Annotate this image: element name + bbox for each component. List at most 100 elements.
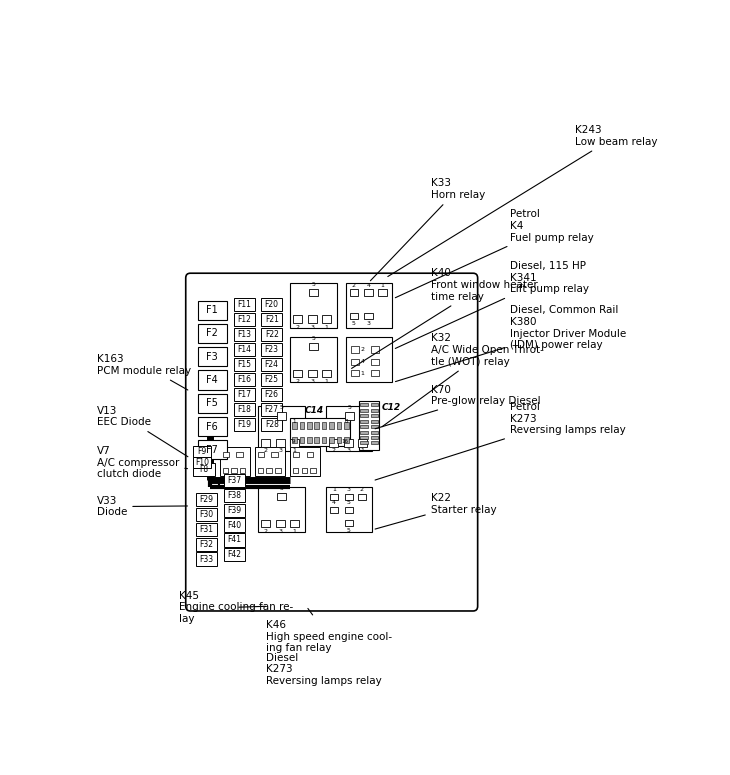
- Bar: [371, 425, 378, 428]
- Text: F14: F14: [237, 345, 252, 354]
- Text: F42: F42: [227, 550, 242, 560]
- Text: 1: 1: [293, 449, 296, 453]
- Text: K40
Front window heater
time relay: K40 Front window heater time relay: [352, 268, 537, 368]
- Bar: [261, 388, 283, 401]
- Bar: [364, 313, 373, 319]
- Bar: [361, 420, 368, 422]
- Bar: [350, 313, 358, 319]
- Text: F29: F29: [200, 495, 214, 504]
- Bar: [234, 418, 255, 431]
- Bar: [371, 420, 378, 422]
- Text: 1: 1: [292, 419, 296, 425]
- Text: 2: 2: [361, 347, 364, 352]
- Bar: [292, 422, 297, 429]
- Bar: [261, 519, 270, 527]
- Bar: [291, 283, 337, 328]
- Bar: [293, 370, 302, 377]
- Bar: [361, 436, 368, 439]
- Bar: [351, 359, 359, 365]
- Bar: [193, 457, 211, 468]
- Text: F22: F22: [265, 330, 279, 339]
- Bar: [372, 346, 379, 353]
- Bar: [361, 431, 368, 433]
- Bar: [234, 343, 255, 356]
- Text: F17: F17: [237, 390, 252, 399]
- Text: F7: F7: [207, 445, 218, 455]
- Text: K45
Engine cooling fan re-
lay: K45 Engine cooling fan re- lay: [179, 591, 293, 624]
- Text: 1: 1: [293, 529, 296, 534]
- Bar: [315, 436, 319, 443]
- Bar: [326, 487, 372, 532]
- Bar: [291, 447, 320, 476]
- Text: K243
Low beam relay: K243 Low beam relay: [388, 126, 658, 277]
- Text: Diesel
K273
Reversing lamps relay: Diesel K273 Reversing lamps relay: [266, 653, 381, 686]
- Text: 9: 9: [292, 439, 296, 445]
- Bar: [261, 328, 283, 341]
- Bar: [258, 453, 264, 457]
- Bar: [223, 549, 245, 561]
- Text: V13
EEC Diode: V13 EEC Diode: [97, 405, 188, 456]
- Text: 5: 5: [280, 405, 283, 410]
- Text: K22
Starter relay: K22 Starter relay: [375, 494, 496, 529]
- Bar: [277, 493, 286, 501]
- Bar: [193, 446, 211, 457]
- Bar: [234, 373, 255, 386]
- Bar: [344, 439, 353, 446]
- Bar: [196, 508, 218, 521]
- Bar: [299, 436, 304, 443]
- Bar: [198, 347, 227, 367]
- Bar: [223, 504, 245, 517]
- Text: 4: 4: [332, 500, 336, 505]
- Bar: [293, 453, 299, 457]
- Text: 2: 2: [331, 449, 336, 453]
- Bar: [361, 415, 368, 417]
- Bar: [223, 474, 245, 487]
- Bar: [345, 494, 353, 501]
- Text: F12: F12: [238, 315, 252, 324]
- Text: F21: F21: [265, 315, 279, 324]
- Bar: [261, 343, 283, 356]
- Text: F20: F20: [265, 301, 279, 309]
- Bar: [198, 301, 227, 320]
- Bar: [322, 422, 326, 429]
- Text: F1: F1: [207, 305, 218, 315]
- Bar: [261, 418, 283, 431]
- Bar: [276, 439, 285, 446]
- Text: F8: F8: [199, 465, 208, 474]
- Text: F27: F27: [265, 405, 279, 414]
- Text: K46
High speed engine cool-
ing fan relay: K46 High speed engine cool- ing fan rela…: [266, 608, 391, 653]
- Bar: [350, 290, 358, 296]
- Bar: [330, 494, 338, 501]
- Bar: [361, 442, 368, 444]
- Text: F23: F23: [265, 345, 279, 354]
- Bar: [231, 467, 237, 473]
- Bar: [345, 520, 353, 526]
- Bar: [293, 467, 298, 473]
- Bar: [261, 373, 283, 386]
- Bar: [258, 467, 263, 473]
- Bar: [198, 324, 227, 343]
- Text: F5: F5: [207, 398, 218, 408]
- Bar: [322, 370, 331, 377]
- Bar: [344, 422, 349, 429]
- Text: 4: 4: [361, 359, 364, 364]
- Bar: [372, 359, 379, 365]
- Text: 3: 3: [278, 449, 283, 453]
- Bar: [196, 493, 218, 506]
- Text: 3: 3: [311, 325, 315, 330]
- Bar: [358, 439, 367, 446]
- Bar: [378, 290, 387, 296]
- Bar: [196, 538, 218, 551]
- Bar: [322, 436, 326, 443]
- Text: F3: F3: [207, 352, 218, 362]
- Text: 5: 5: [312, 336, 315, 341]
- Text: Diesel, Common Rail
K380
Injector Driver Module
(IDM) power relay: Diesel, Common Rail K380 Injector Driver…: [396, 305, 626, 381]
- Bar: [291, 418, 350, 446]
- Bar: [344, 436, 349, 443]
- Text: F24: F24: [265, 360, 279, 369]
- Text: F41: F41: [227, 536, 242, 545]
- Bar: [329, 436, 334, 443]
- Bar: [322, 315, 331, 323]
- Bar: [237, 453, 243, 457]
- Text: 2: 2: [296, 325, 300, 330]
